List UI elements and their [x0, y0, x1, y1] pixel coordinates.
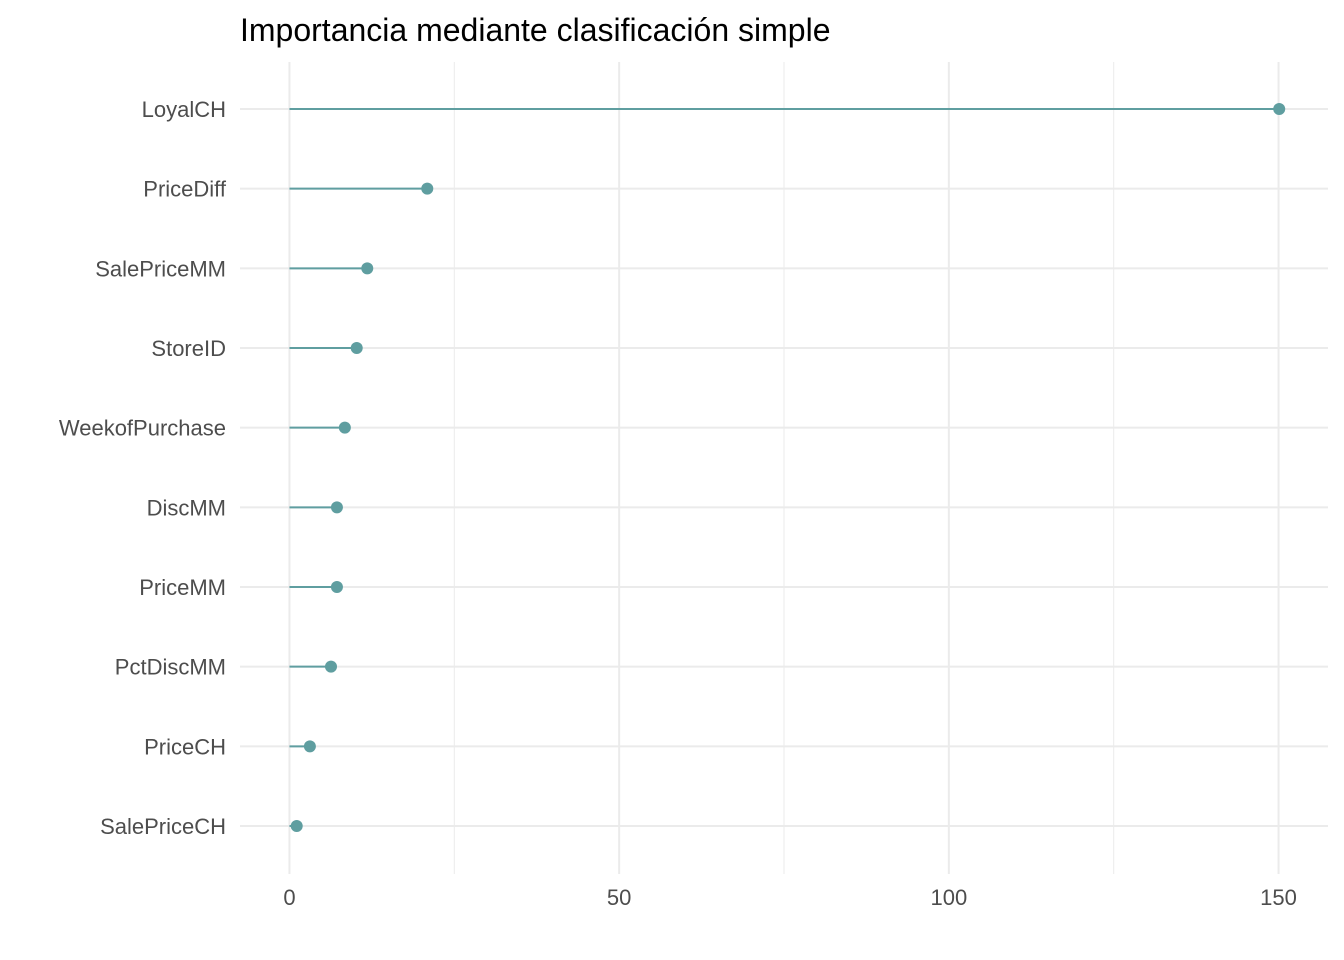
- lollipop-point: [303, 740, 316, 753]
- x-tick-label: 100: [930, 885, 967, 910]
- lollipop-point: [330, 501, 343, 514]
- lollipop-point: [290, 820, 303, 832]
- chart-title: Importancia mediante clasificación simpl…: [240, 12, 830, 48]
- lollipop-point: [421, 182, 434, 195]
- y-tick-label: PriceMM: [139, 575, 226, 600]
- y-tick-label: WeekofPurchase: [59, 416, 226, 441]
- y-tick-label: StoreID: [151, 336, 226, 361]
- lollipop-point: [338, 421, 351, 434]
- lollipop-point: [324, 660, 337, 673]
- lollipop-stems: [289, 108, 1280, 827]
- y-tick-label: DiscMM: [147, 495, 226, 520]
- y-axis-labels: LoyalCH PriceDiff SalePriceMM StoreID Weekof…: [59, 97, 227, 839]
- lollipop-point: [330, 581, 343, 593]
- y-tick-label: SalePriceCH: [100, 814, 226, 839]
- major-gridlines: [240, 62, 1328, 874]
- x-tick-label: 150: [1260, 885, 1297, 910]
- x-tick-label: 0: [283, 885, 295, 910]
- y-tick-label: LoyalCH: [142, 97, 226, 122]
- y-tick-label: PriceDiff: [143, 177, 227, 202]
- x-axis-labels: 0 50 100 150: [283, 885, 1297, 910]
- minor-gridlines: [453, 62, 1115, 874]
- lollipop-points: [290, 103, 1286, 832]
- y-tick-label: PctDiscMM: [115, 655, 226, 680]
- lollipop-point: [350, 342, 363, 354]
- lollipop-point: [1273, 103, 1286, 115]
- x-tick-label: 50: [607, 885, 631, 910]
- y-tick-label: SalePriceMM: [95, 256, 226, 281]
- y-tick-label: PriceCH: [144, 734, 226, 759]
- lollipop-point: [361, 262, 374, 275]
